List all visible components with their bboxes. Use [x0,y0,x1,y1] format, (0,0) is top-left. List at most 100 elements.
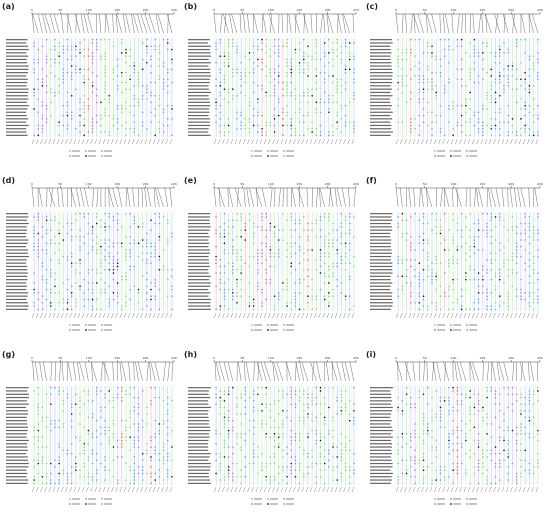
variant-dot [162,456,165,458]
variant-dot [422,419,425,422]
variant-dot [49,48,52,51]
variant-dot [116,393,119,396]
row-label-stub [6,285,28,287]
position-label-stub [421,312,424,319]
variant-dot [231,475,234,478]
variant-dot [100,118,102,120]
variant-dot [332,58,334,61]
variant-dot [100,101,102,104]
variant-dot [261,426,263,429]
variant-dot [257,272,259,274]
variant-dot [532,255,535,258]
variant-dot [227,456,230,458]
variant-dot [323,403,326,405]
variant-dot [269,403,272,405]
variant-dot [397,449,399,452]
variant-dot [532,436,535,438]
variant-dot [435,94,438,97]
variant-dot [54,242,56,245]
variant-dot [58,242,60,245]
position-label-stub [234,312,238,319]
variant-dot [532,226,535,228]
variant-dot [79,259,81,261]
variant-dot [83,104,86,107]
variant-dot [33,71,35,74]
variant-dot [494,259,497,261]
panel-c: (c) 0 50 100 150 200 226 [366,2,548,172]
variant-dot [290,61,293,64]
variant-dot [397,61,399,64]
variant-dot [537,52,539,54]
row-label-stub [6,426,28,428]
connector-line [421,187,424,208]
variant-dot [104,282,106,284]
connector-line [246,187,250,208]
variant-dot [257,124,259,127]
variant-dot [344,446,347,448]
variant-dot [227,91,230,94]
axis-tick-label: 50 [423,356,427,360]
variant-dot [273,446,276,448]
variant-dot [431,121,433,123]
variant-dot [422,121,425,123]
variant-dot [344,124,347,127]
variant-dot [422,81,425,84]
variant-dot [215,42,217,44]
position-label-stub [69,138,72,145]
variant-dot [319,131,322,133]
position-label-stub [326,138,330,145]
variant-dot [456,466,459,468]
row-label-stub [188,95,209,97]
variant-dot [452,239,454,241]
variant-dot [332,101,334,104]
variant-dot [100,114,102,117]
variant-dot [104,456,106,458]
variant-dot [494,81,497,84]
variant-dot [353,469,355,471]
variant-dot [319,216,322,218]
variant-dot [108,226,111,228]
variant-dot [397,38,399,41]
variant-dot [133,265,136,268]
variant-dot [498,393,501,396]
variant-dot [146,472,148,475]
row-label-stub [6,403,29,405]
variant-dot [503,449,505,452]
position-label-stub [111,486,114,493]
variant-dot [469,212,471,215]
panel-a: (a) 0 50 100 150 200 226 [2,2,182,172]
variant-dot [104,85,106,87]
variant-dot [511,462,514,465]
variant-dot [528,301,531,304]
variant-dot [41,436,44,438]
variant-dot [223,298,226,301]
variant-dot [520,127,522,130]
variant-dot [340,242,343,245]
variant-dot [261,219,263,222]
variant-dot [87,390,90,392]
variant-dot [240,255,242,258]
position-label-stub [412,138,416,145]
variant-dot [66,449,69,452]
variant-dot [460,419,463,422]
variant-dot [252,462,255,465]
variant-dot [418,134,421,137]
variant-dot [49,114,52,117]
variant-dot [62,469,65,471]
variant-dot [469,278,471,281]
variant-dot [332,131,334,133]
variant-dot [332,429,334,432]
panel-svg: 0 50 100 150 200 226 [188,182,359,331]
variant-dot [302,475,305,478]
position-label-stub [434,138,437,145]
variant-dot [315,416,318,419]
variant-dot [162,216,165,218]
position-label-stub [527,486,530,493]
variant-dot [465,436,467,438]
variant-dot [54,38,56,41]
variant-dot [465,216,467,218]
variant-dot [353,131,355,133]
variant-dot [332,469,334,471]
position-label-stub [82,138,85,145]
variant-dot [215,121,217,123]
